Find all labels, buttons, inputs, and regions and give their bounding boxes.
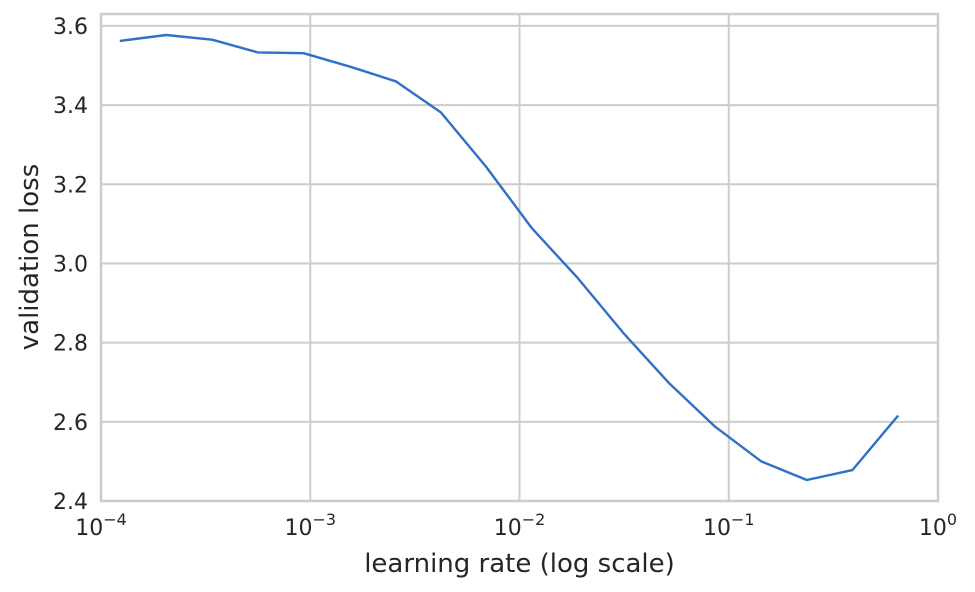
y-tick-label: 2.6 bbox=[53, 411, 88, 436]
loss-series-line bbox=[119, 33, 900, 482]
x-tick-label: 10−2 bbox=[494, 510, 546, 541]
y-axis-label: validation loss bbox=[15, 164, 45, 351]
x-tick-label: 100 bbox=[919, 510, 957, 541]
y-tick-label: 2.4 bbox=[53, 490, 88, 515]
y-tick-label: 2.8 bbox=[53, 332, 88, 357]
tick-labels: 10−4 10−3 10−2 10−1 100 2.4 2.6 2.8 3.0 3.2 3.4 3.6 bbox=[53, 15, 957, 541]
y-tick-label: 3.0 bbox=[53, 252, 88, 277]
plot-frame bbox=[99, 12, 940, 503]
y-tick-label: 3.4 bbox=[53, 94, 88, 119]
x-tick-label: 10−1 bbox=[703, 510, 755, 541]
series-layer bbox=[119, 33, 900, 482]
grid bbox=[100, 14, 939, 502]
x-axis-label: learning rate (log scale) bbox=[364, 549, 675, 579]
x-tick-label: 10−4 bbox=[75, 510, 127, 541]
y-tick-label: 3.6 bbox=[53, 15, 88, 40]
x-tick-label: 10−3 bbox=[284, 510, 336, 541]
y-tick-label: 3.2 bbox=[53, 173, 88, 198]
